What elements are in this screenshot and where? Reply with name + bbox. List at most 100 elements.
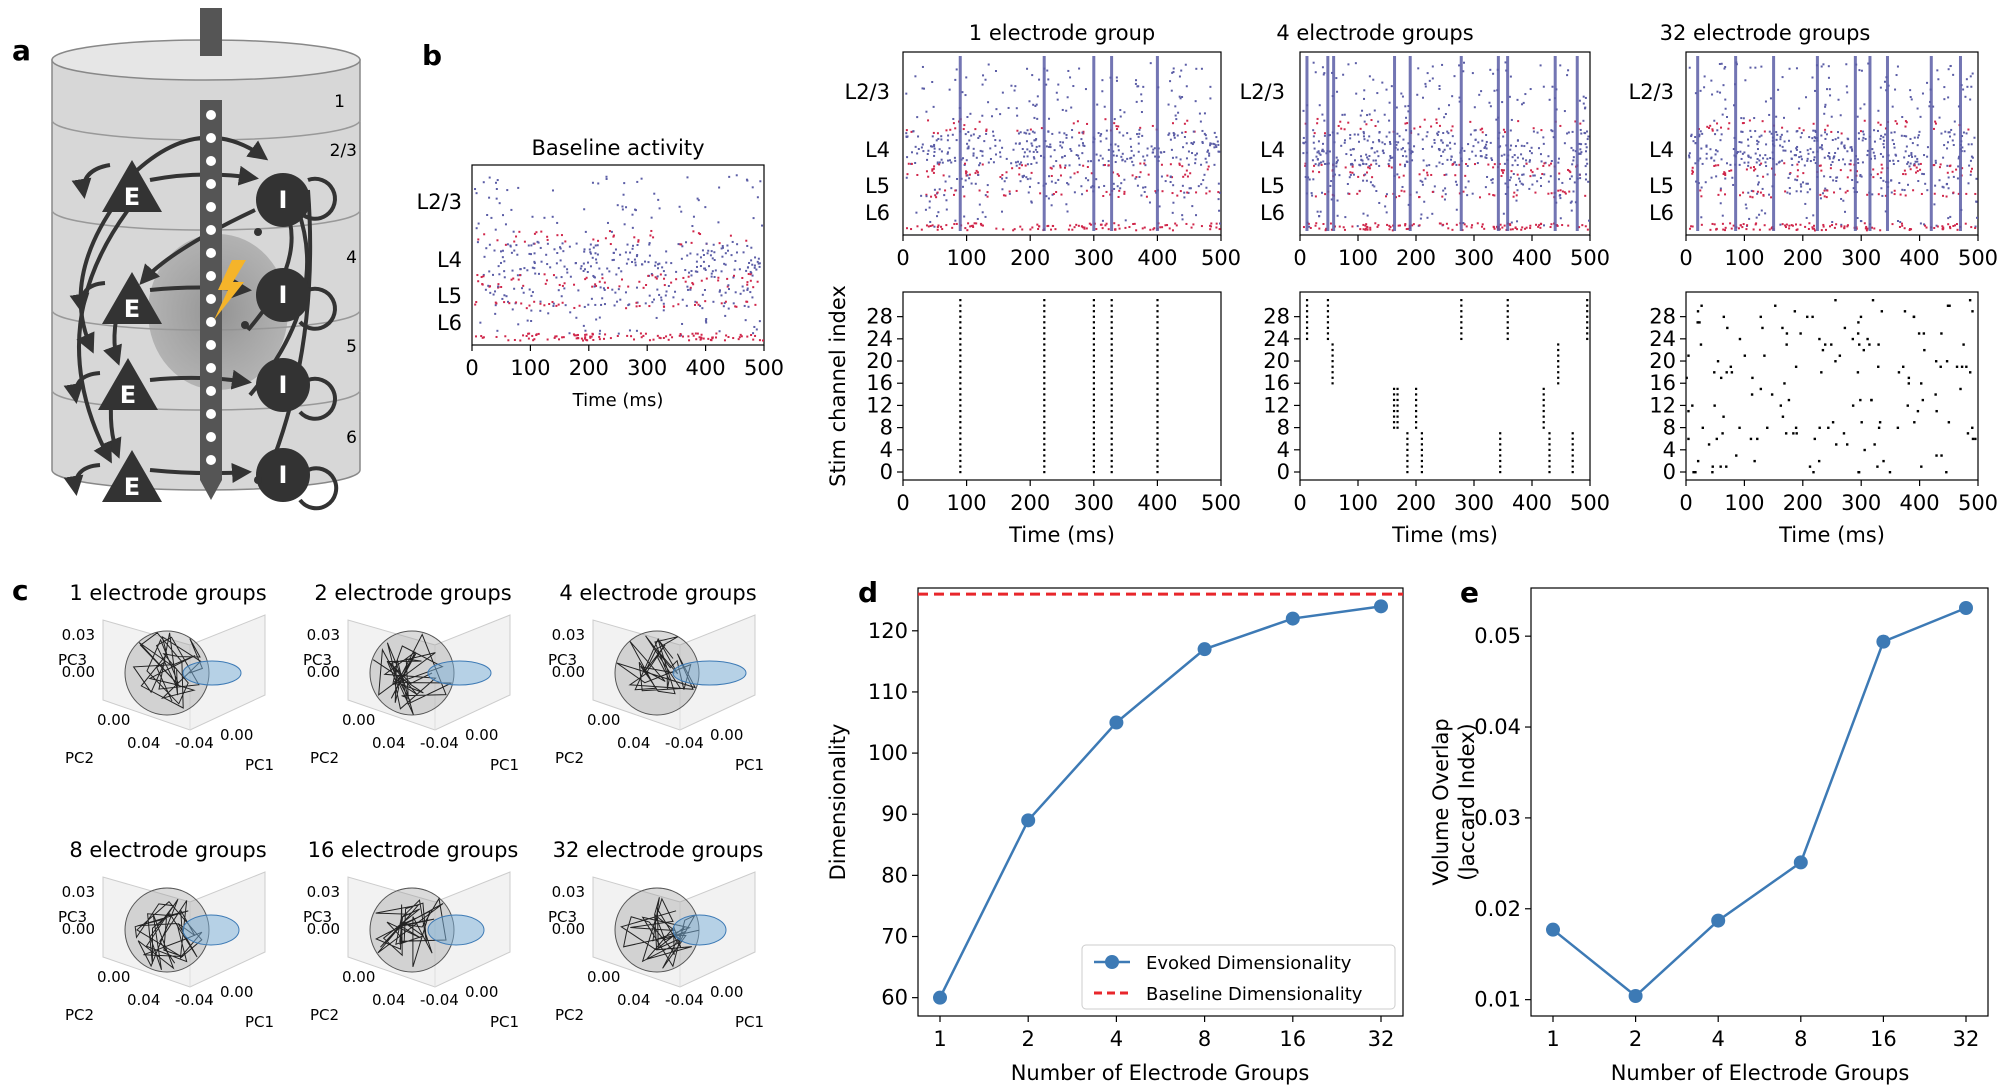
- spike-dot: [1934, 161, 1937, 164]
- spike-dot: [587, 303, 590, 306]
- spike-dot: [692, 334, 695, 337]
- spike-dot: [1378, 164, 1381, 167]
- spike-dot: [1905, 135, 1908, 138]
- spike-dot: [1390, 85, 1393, 88]
- spike-dot: [1871, 148, 1874, 151]
- spike-dot: [1099, 134, 1102, 137]
- spike-dot: [681, 245, 684, 248]
- spike-dot: [1030, 200, 1033, 203]
- spike-dot: [1826, 189, 1829, 192]
- spike-dot: [1843, 145, 1846, 148]
- spike-dot: [1910, 152, 1913, 155]
- spike-dot: [1750, 189, 1753, 192]
- spike-dot: [1441, 162, 1444, 165]
- spike-dot: [1824, 131, 1827, 134]
- spike-dot: [1206, 149, 1209, 152]
- stim-point: [1043, 398, 1046, 402]
- stim-point: [1542, 393, 1545, 396]
- pc3-axis-label: PC3: [58, 908, 87, 926]
- spike-dot: [1794, 178, 1797, 181]
- spike-dot: [1915, 171, 1918, 174]
- spike-dot: [563, 282, 566, 285]
- spike-dot: [1132, 222, 1135, 225]
- x-tick-label: 300: [1454, 491, 1494, 515]
- stim-point: [1110, 371, 1113, 374]
- spike-dot: [1390, 166, 1393, 169]
- spike-dot: [1567, 168, 1570, 171]
- spike-dot: [1857, 137, 1860, 140]
- spike-dot: [582, 339, 585, 342]
- spike-dot: [1861, 139, 1864, 142]
- spike-dot: [1969, 159, 1972, 162]
- spike-dot: [1112, 182, 1115, 185]
- spike-dot: [699, 304, 702, 307]
- spike-dot: [1846, 224, 1849, 227]
- spike-dot: [1344, 166, 1347, 169]
- spike-dot: [1428, 164, 1431, 167]
- spike-dot: [539, 246, 542, 249]
- panel-a-letter: a: [12, 34, 31, 67]
- spike-dot: [1694, 142, 1697, 145]
- volume-overlap-chart: 0.010.020.030.040.05 1 2 4 8 16 32 Number of …: [1429, 587, 1989, 1085]
- spike-dot: [979, 222, 982, 225]
- spike-dot: [1149, 62, 1152, 65]
- spike-dot: [1218, 150, 1221, 153]
- spike-dot: [1485, 134, 1488, 137]
- spike-dot: [749, 270, 752, 273]
- spike-dot: [1485, 153, 1488, 156]
- spike-dot: [1358, 190, 1361, 193]
- spike-dot: [1453, 142, 1456, 145]
- spike-dot: [1896, 122, 1899, 125]
- spike-dot: [741, 285, 744, 288]
- spike-dot: [1814, 137, 1817, 140]
- spike-dot: [1827, 154, 1830, 157]
- spike-dot: [695, 301, 698, 304]
- spike-dot: [1151, 151, 1154, 154]
- spike-dot: [1097, 159, 1100, 162]
- spike-dot: [745, 178, 748, 181]
- pc3-axis-label: PC3: [303, 651, 332, 669]
- stim-point: [1858, 343, 1861, 346]
- spike-dot: [1725, 162, 1728, 165]
- spike-dot: [757, 262, 760, 265]
- y-tick-label: 12: [866, 393, 893, 417]
- spike-dot: [1520, 153, 1523, 156]
- spike-dot: [1550, 159, 1553, 162]
- spike-dot: [1796, 145, 1799, 148]
- spike-dot: [1050, 180, 1053, 183]
- stim-point: [1460, 315, 1463, 318]
- spike-dot: [526, 269, 529, 272]
- spike-dot: [551, 215, 554, 218]
- spike-dot: [1515, 183, 1518, 186]
- spike-dot: [667, 285, 670, 288]
- spike-dot: [1800, 155, 1803, 158]
- spike-dot: [1057, 83, 1060, 86]
- spike-dot: [1346, 182, 1349, 185]
- stim-point: [1795, 432, 1798, 435]
- spike-dot: [1442, 189, 1445, 192]
- spike-dot: [1906, 162, 1909, 165]
- stim-point: [1830, 343, 1833, 346]
- spike-dot: [692, 230, 695, 233]
- spike-dot: [484, 288, 487, 291]
- spike-dot: [1140, 93, 1143, 96]
- spike-dot: [954, 219, 957, 222]
- x-tick-label: 200: [1010, 246, 1050, 270]
- spike-dot: [933, 150, 936, 153]
- spike-dot: [1001, 174, 1004, 177]
- spike-dot: [605, 177, 608, 180]
- spike-dot: [1439, 222, 1442, 225]
- stim-point: [1043, 332, 1046, 335]
- spike-dot: [1443, 116, 1446, 119]
- spike-dot: [546, 263, 549, 266]
- spike-dot: [519, 274, 522, 277]
- panel-b-letter: b: [422, 39, 442, 72]
- y-tick-label: L2/3: [1629, 80, 1675, 104]
- spike-dot: [1781, 159, 1784, 162]
- spike-dot: [1012, 148, 1015, 151]
- spike-dot: [1862, 136, 1865, 139]
- stim-point: [1392, 404, 1396, 407]
- stim-point: [1326, 315, 1330, 318]
- spike-dot: [1160, 175, 1163, 178]
- spike-dot: [1419, 179, 1422, 182]
